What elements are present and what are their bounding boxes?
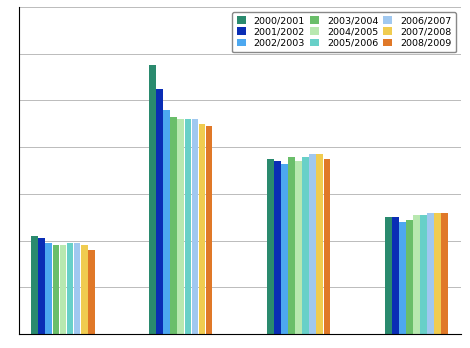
Bar: [60, 245, 66, 334]
Bar: [295, 161, 302, 334]
Bar: [281, 164, 288, 334]
Bar: [39, 238, 45, 334]
Bar: [385, 217, 392, 334]
Bar: [427, 213, 434, 334]
Legend: 2000/2001, 2001/2002, 2002/2003, 2003/2004, 2004/2005, 2005/2006, 2006/2007, 200: 2000/2001, 2001/2002, 2002/2003, 2003/20…: [232, 12, 456, 53]
Bar: [323, 159, 330, 334]
Bar: [434, 213, 441, 334]
Bar: [413, 215, 420, 334]
Bar: [199, 124, 205, 334]
Bar: [316, 154, 323, 334]
Bar: [441, 213, 448, 334]
Bar: [170, 117, 177, 334]
Bar: [163, 110, 170, 334]
Bar: [185, 119, 191, 334]
Bar: [399, 222, 406, 334]
Bar: [267, 159, 274, 334]
Bar: [67, 243, 73, 334]
Bar: [178, 119, 184, 334]
Bar: [274, 161, 281, 334]
Bar: [156, 89, 163, 334]
Bar: [81, 245, 87, 334]
Bar: [31, 236, 38, 334]
Bar: [149, 65, 156, 334]
Bar: [302, 157, 309, 334]
Bar: [53, 245, 59, 334]
Bar: [406, 220, 413, 334]
Bar: [206, 126, 212, 334]
Bar: [392, 217, 399, 334]
Bar: [46, 243, 52, 334]
Bar: [420, 215, 427, 334]
Bar: [74, 243, 80, 334]
Bar: [88, 250, 94, 334]
Bar: [309, 154, 316, 334]
Bar: [288, 157, 295, 334]
Bar: [192, 119, 198, 334]
